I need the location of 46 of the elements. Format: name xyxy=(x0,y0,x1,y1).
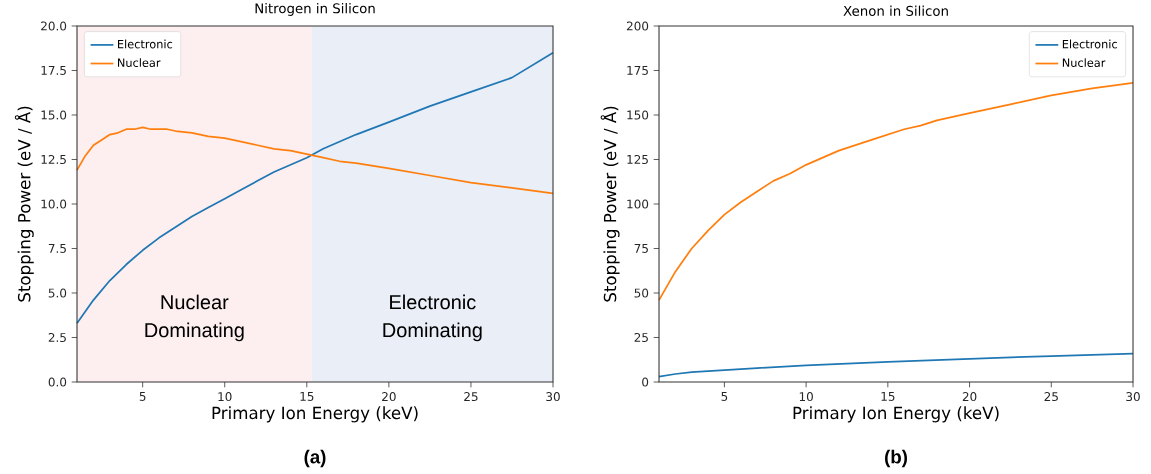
y-tick-label: 200 xyxy=(626,21,649,31)
y-tick-label: 50 xyxy=(634,288,649,298)
y-tick-label: 75 xyxy=(634,244,648,253)
line-series xyxy=(658,352,1134,378)
y-tick-label: 150 xyxy=(627,110,649,120)
y-tick-label: 15.0 xyxy=(41,110,67,120)
x-tick-label: 5 xyxy=(139,392,146,401)
y-tick-label: 10.0 xyxy=(41,199,67,209)
x-tick-label: 10 xyxy=(799,392,813,402)
band-label: Nuclear Dominating xyxy=(145,294,244,342)
y-tick-label: 0 xyxy=(642,377,649,387)
y-axis-title: Stopping Power (eV / Å) xyxy=(600,106,620,302)
y-tick-label: 0.0 xyxy=(48,377,67,387)
chart-title: Xenon in Silicon xyxy=(843,5,948,16)
text: (a) xyxy=(304,449,326,468)
y-tick-label: 100 xyxy=(627,199,649,209)
x-tick-label: 25 xyxy=(464,392,478,402)
y-tick-label: 25 xyxy=(634,332,648,343)
chart-title: Nitrogen in Silicon xyxy=(255,3,375,16)
text: (b) xyxy=(885,449,908,468)
x-tick-label: 30 xyxy=(546,392,560,402)
x-tick-label: 25 xyxy=(1044,392,1058,402)
x-tick-label: 20 xyxy=(382,392,396,402)
band-label: Electronic Dominating xyxy=(383,294,482,342)
legend-label: Electronic xyxy=(118,39,173,49)
x-axis-title: Primary Ion Energy (keV) xyxy=(212,406,418,423)
y-tick-label: 175 xyxy=(627,66,648,75)
y-tick-label: 20.0 xyxy=(41,21,67,31)
x-tick-label: 20 xyxy=(962,392,977,402)
x-tick-label: 15 xyxy=(300,392,314,401)
y-axis-title: Stopping Power (eV / Å) xyxy=(14,106,34,302)
y-tick-label: 2.5 xyxy=(48,332,66,343)
legend-label: Electronic xyxy=(1062,39,1117,49)
y-tick-label: 125 xyxy=(627,154,648,165)
legend-label: Nuclear xyxy=(118,58,161,67)
y-tick-label: 12.5 xyxy=(41,154,66,165)
x-tick-label: 15 xyxy=(881,392,895,401)
y-tick-label: 7.5 xyxy=(48,244,66,253)
x-tick-label: 10 xyxy=(218,392,232,402)
x-tick-label: 5 xyxy=(721,392,728,401)
legend-label: Nuclear xyxy=(1062,58,1106,67)
y-tick-label: 5.0 xyxy=(48,288,67,298)
x-tick-label: 30 xyxy=(1126,392,1140,402)
y-tick-label: 17.5 xyxy=(41,66,66,75)
line-series xyxy=(658,82,1134,301)
x-axis-title: Primary Ion Energy (keV) xyxy=(793,406,999,423)
